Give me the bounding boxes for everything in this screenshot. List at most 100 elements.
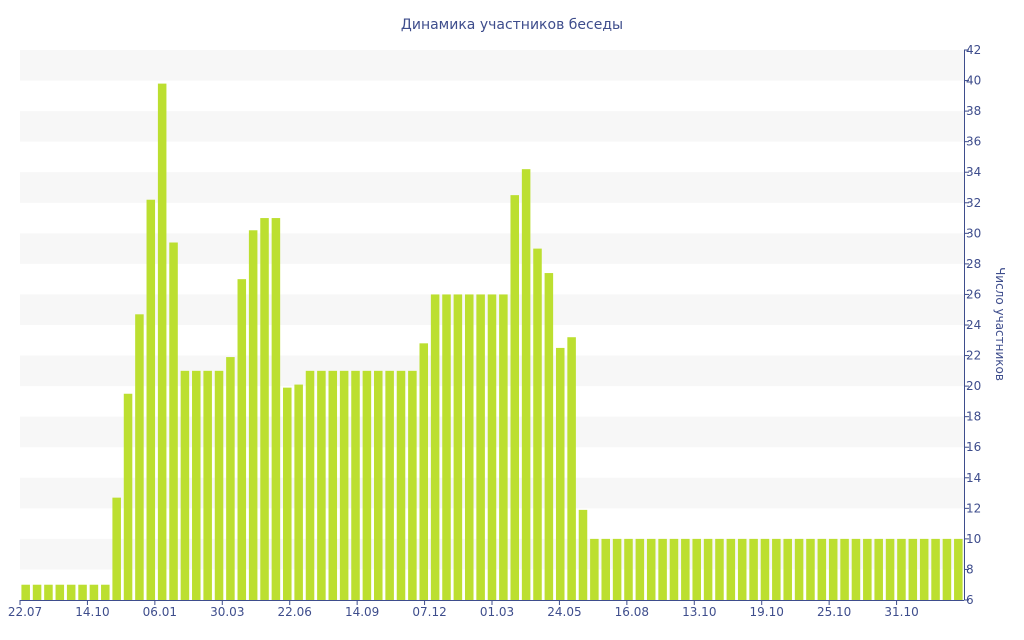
bar bbox=[635, 538, 645, 600]
bar bbox=[55, 584, 65, 600]
grid-band bbox=[20, 50, 964, 81]
bar bbox=[305, 370, 315, 600]
bar bbox=[203, 370, 212, 600]
bar bbox=[146, 199, 156, 600]
grid-band bbox=[20, 111, 964, 142]
bar bbox=[101, 584, 110, 600]
bar bbox=[897, 538, 906, 600]
bar bbox=[453, 294, 463, 600]
bar bbox=[157, 83, 167, 601]
bar bbox=[499, 294, 508, 600]
y-tick-label: 20 bbox=[966, 379, 981, 393]
bar bbox=[567, 337, 576, 600]
bar bbox=[772, 538, 781, 600]
x-ticks: 22.07 14.10 06.01 30.03 22.06 14.09 07.12 01.03… bbox=[8, 600, 919, 619]
bar bbox=[794, 538, 804, 600]
x-tick-label: 14.10 bbox=[75, 605, 109, 619]
bar bbox=[180, 370, 190, 600]
bar bbox=[21, 584, 30, 600]
bar bbox=[669, 538, 679, 600]
bar bbox=[374, 370, 383, 600]
y-tick-label: 24 bbox=[966, 318, 981, 332]
chart-title: Динамика участников беседы bbox=[401, 17, 623, 33]
bar bbox=[840, 538, 849, 600]
bar bbox=[919, 538, 929, 600]
bar bbox=[715, 538, 724, 600]
bar bbox=[533, 248, 542, 601]
bar bbox=[783, 538, 792, 600]
y-ticks: 6 8 10 12 14 16 18 20 22 24 26 28 30 32 34 36 38 40 42 bbox=[964, 43, 981, 607]
bars bbox=[21, 83, 963, 601]
bar bbox=[658, 538, 667, 600]
x-tick-label: 22.06 bbox=[278, 605, 312, 619]
y-tick-label: 14 bbox=[966, 471, 981, 485]
bar bbox=[419, 343, 429, 600]
bar bbox=[328, 370, 338, 600]
y-tick-label: 30 bbox=[966, 226, 981, 240]
bar bbox=[32, 584, 42, 600]
x-tick-label: 22.07 bbox=[8, 605, 42, 619]
bar bbox=[78, 584, 87, 600]
bar bbox=[726, 538, 736, 600]
bar bbox=[464, 294, 474, 600]
bar bbox=[487, 294, 497, 600]
bar bbox=[590, 538, 599, 600]
bar bbox=[237, 279, 247, 600]
bar bbox=[430, 294, 440, 600]
y-tick-label: 42 bbox=[966, 43, 981, 57]
bar bbox=[703, 538, 713, 600]
bar bbox=[646, 538, 656, 600]
y-tick-label: 34 bbox=[966, 165, 981, 179]
bar bbox=[692, 538, 701, 600]
y-tick-label: 6 bbox=[966, 593, 974, 607]
y-tick-label: 36 bbox=[966, 135, 981, 149]
bar bbox=[339, 370, 349, 600]
bar bbox=[396, 370, 406, 600]
x-tick-label: 25.10 bbox=[817, 605, 851, 619]
x-tick-label: 16.08 bbox=[615, 605, 649, 619]
bar bbox=[510, 195, 520, 600]
bar bbox=[851, 538, 861, 600]
y-tick-label: 26 bbox=[966, 287, 981, 301]
y-tick-label: 28 bbox=[966, 257, 981, 271]
bar bbox=[66, 584, 76, 600]
bar bbox=[294, 384, 303, 600]
y-tick-label: 12 bbox=[966, 501, 981, 515]
y-tick-label: 16 bbox=[966, 440, 981, 454]
x-tick-label: 31.10 bbox=[884, 605, 918, 619]
bar bbox=[601, 538, 610, 600]
bar bbox=[169, 242, 178, 600]
bar bbox=[408, 370, 417, 600]
bar bbox=[135, 314, 144, 600]
bar bbox=[578, 509, 588, 600]
x-tick-label: 30.03 bbox=[210, 605, 244, 619]
bar bbox=[544, 273, 554, 600]
bar bbox=[123, 393, 133, 600]
bar bbox=[214, 370, 224, 600]
bar bbox=[681, 538, 690, 600]
bar bbox=[44, 584, 53, 600]
x-tick-label: 01.03 bbox=[480, 605, 514, 619]
bar bbox=[362, 370, 372, 600]
bar bbox=[931, 538, 940, 600]
bar bbox=[271, 218, 281, 600]
y-tick-label: 10 bbox=[966, 532, 981, 546]
bar bbox=[521, 169, 531, 601]
y-tick-label: 32 bbox=[966, 196, 981, 210]
bar bbox=[89, 584, 99, 600]
y-tick-label: 22 bbox=[966, 349, 981, 363]
bar bbox=[612, 538, 622, 600]
y-tick-label: 38 bbox=[966, 104, 981, 118]
bar bbox=[260, 218, 269, 600]
bar bbox=[863, 538, 872, 600]
y-tick-label: 40 bbox=[966, 74, 981, 88]
bar bbox=[954, 538, 963, 600]
bar bbox=[828, 538, 838, 600]
x-tick-label: 13.10 bbox=[682, 605, 716, 619]
bar bbox=[192, 370, 201, 600]
bar bbox=[555, 347, 565, 600]
grid-band bbox=[20, 172, 964, 203]
bar bbox=[737, 538, 747, 600]
